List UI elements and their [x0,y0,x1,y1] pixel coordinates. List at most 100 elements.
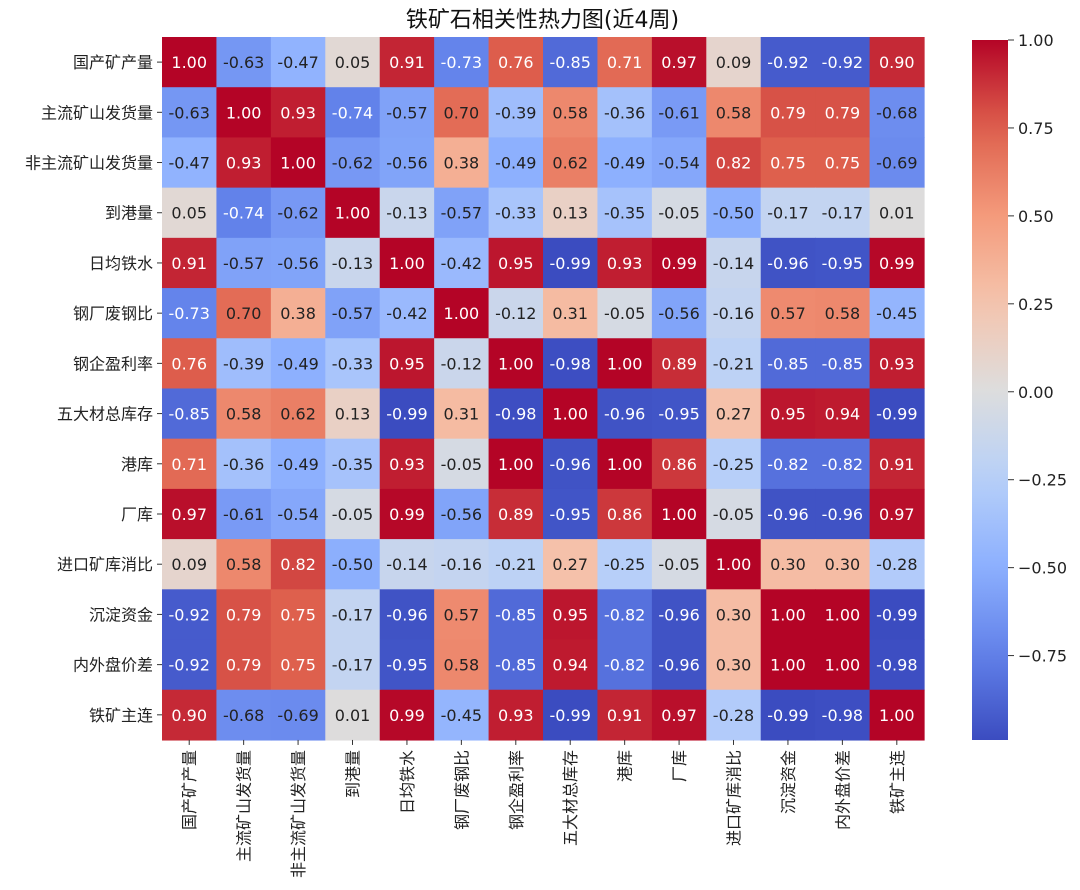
heatmap-cell [869,388,925,440]
cell-value-label: 1.00 [770,605,806,624]
heatmap-cell [216,137,272,189]
cell-value-label: 0.95 [552,605,588,624]
heatmap-cell [325,639,381,691]
heatmap-cell [760,237,816,289]
heatmap-cell [651,689,707,741]
heatmap-cell [597,689,653,741]
x-tick-label: 厂库 [670,750,689,782]
colorbar-tick-label: −0.75 [1018,647,1067,666]
cell-value-label: -0.14 [386,555,427,574]
x-tick-label: 国产矿产量 [180,750,199,830]
cell-value-label: -0.99 [876,405,917,424]
heatmap-cell [162,237,218,289]
heatmap-cell [270,288,326,339]
y-tick-label: 国产矿产量 [73,53,153,72]
cell-value-label: -0.68 [223,706,264,725]
heatmap-cell [597,338,653,390]
colorbar-tick-label: 0.25 [1018,295,1054,314]
heatmap-cell [869,237,925,289]
cell-value-label: 0.75 [825,154,861,173]
heatmap-cell [216,539,272,590]
cell-value-label: -0.47 [277,53,318,72]
heatmap-cell [706,488,762,540]
cell-value-label: 0.82 [280,555,316,574]
heatmap-cell [270,488,326,540]
heatmap-cell [597,589,653,641]
heatmap-cell [651,37,707,88]
cell-value-label: -0.98 [822,706,863,725]
cell-value-label: -0.61 [223,505,264,524]
cell-value-label: 0.62 [280,405,316,424]
cell-value-label: -0.92 [169,605,210,624]
cell-value-label: -0.69 [876,154,917,173]
cell-value-label: 0.57 [444,605,480,624]
heatmap-cell [597,187,653,239]
cell-value-label: -0.74 [332,103,373,122]
cell-value-label: -0.33 [495,204,536,223]
cell-value-label: -0.49 [277,455,318,474]
heatmap-cell [216,288,272,339]
cell-value-label: 0.95 [498,254,534,273]
heatmap-cell [760,689,816,741]
heatmap-cell [488,187,544,239]
cell-value-label: 0.57 [770,304,806,323]
cell-value-label: 0.30 [825,555,861,574]
heatmap-cell [706,137,762,189]
heatmap-cell [488,237,544,289]
heatmap-cell [651,237,707,289]
cell-value-label: -0.05 [441,455,482,474]
heatmap-cell [597,237,653,289]
heatmap-cell [760,539,816,590]
cell-value-label: 1.00 [498,455,534,474]
y-tick-label: 沉淀资金 [89,605,153,624]
heatmap-cell [162,689,218,741]
cell-value-label: -0.49 [495,154,536,173]
cell-value-label: -0.57 [386,103,427,122]
heatmap-cell [270,137,326,189]
cell-value-label: 1.00 [498,354,534,373]
cell-value-label: 0.76 [498,53,534,72]
heatmap-cell [869,639,925,691]
heatmap-cell [597,539,653,590]
cell-value-label: 0.90 [171,706,207,725]
heatmap-cell [651,589,707,641]
heatmap-cell [651,137,707,189]
heatmap-cell [379,589,435,641]
heatmap-cell [543,539,599,590]
cell-value-label: -0.85 [169,405,210,424]
cell-value-label: -0.99 [386,405,427,424]
cell-value-label: -0.42 [386,304,427,323]
cell-value-label: -0.85 [495,605,536,624]
heatmap-cell [597,388,653,440]
heatmap-cell [162,488,218,540]
cell-value-label: -0.16 [713,304,754,323]
heatmap-cell [651,87,707,139]
cell-value-label: -0.96 [822,505,863,524]
cell-value-label: -0.73 [441,53,482,72]
cell-value-label: -0.49 [604,154,645,173]
x-tick-label: 沉淀资金 [779,750,798,814]
cell-value-label: 0.99 [389,706,425,725]
colorbar-tick-label: 1.00 [1018,31,1054,50]
y-tick-label: 厂库 [121,505,153,524]
cell-value-label: 0.71 [607,53,643,72]
heatmap-cell [543,37,599,88]
heatmap-cell [706,37,762,88]
cell-value-label: -0.45 [441,706,482,725]
heatmap-cell [869,438,925,490]
cell-value-label: -0.35 [604,204,645,223]
heatmap-cell [869,187,925,239]
cell-value-label: 1.00 [171,53,207,72]
cell-value-label: -0.21 [713,354,754,373]
cell-value-label: 1.00 [226,103,262,122]
cell-value-label: 0.13 [552,204,588,223]
cell-value-label: 0.38 [280,304,316,323]
x-tick-label: 钢厂废钢比 [452,750,471,830]
heatmap-cell [815,137,871,189]
heatmap-cell [706,438,762,490]
heatmap-cell [379,689,435,741]
cell-value-label: -0.05 [332,505,373,524]
cell-value-label: -0.92 [169,656,210,675]
heatmap-cell [162,137,218,189]
cell-value-label: -0.21 [495,555,536,574]
